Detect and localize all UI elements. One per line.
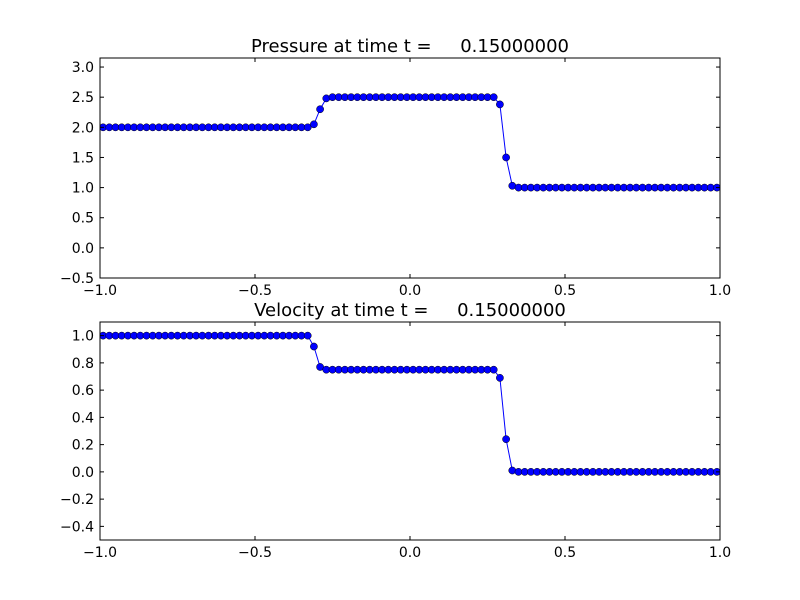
chart-title: Pressure at time t = 0.15000000	[251, 36, 569, 57]
marker	[303, 123, 312, 132]
marker	[303, 331, 312, 340]
y-tick-label: −0.2	[60, 492, 94, 508]
marker	[489, 93, 498, 102]
x-tick-label: 0.0	[399, 283, 421, 299]
x-tick-label: −0.5	[238, 545, 272, 561]
y-tick-label: 2.5	[72, 90, 94, 106]
marker	[316, 105, 324, 114]
y-tick-label: 0.4	[72, 410, 94, 426]
marker	[502, 153, 510, 162]
marker	[310, 120, 318, 129]
y-tick-label: −0.5	[60, 271, 94, 287]
x-tick-label: −0.5	[238, 283, 272, 299]
x-tick-label: 1.0	[709, 283, 731, 299]
marker	[496, 374, 504, 382]
y-tick-label: 0.8	[72, 356, 94, 372]
y-tick-label: 1.0	[72, 329, 94, 345]
x-tick-label: 0.5	[554, 545, 576, 561]
y-tick-label: 0.0	[72, 241, 94, 257]
marker	[496, 100, 504, 109]
plot-area	[100, 58, 720, 278]
x-tick-label: 0.5	[554, 283, 576, 299]
y-tick-label: 1.5	[72, 150, 94, 166]
series	[100, 331, 720, 476]
marker	[508, 466, 517, 475]
y-tick-label: 2.0	[72, 120, 94, 136]
y-tick-label: 0.2	[72, 438, 94, 454]
marker	[310, 342, 318, 351]
marker	[502, 435, 510, 444]
y-tick-label: 0.5	[72, 211, 94, 227]
y-tick-label: 0.6	[72, 383, 94, 399]
marker	[489, 365, 498, 374]
plot	[100, 331, 720, 476]
x-tick-label: 1.0	[709, 545, 731, 561]
x-tick-label: 0.0	[399, 545, 421, 561]
marker	[322, 94, 331, 103]
y-tick-label: −0.4	[60, 519, 94, 535]
y-tick-label: 1.0	[72, 181, 94, 197]
plot-area	[100, 322, 720, 540]
x-tick-label: −1.0	[83, 545, 117, 561]
plot	[100, 93, 720, 192]
y-tick-label: 0.0	[72, 465, 94, 481]
x-tick-label: −1.0	[83, 283, 117, 299]
series	[100, 93, 720, 192]
y-tick-label: 3.0	[72, 60, 94, 76]
chart-title: Velocity at time t = 0.15000000	[254, 300, 566, 321]
